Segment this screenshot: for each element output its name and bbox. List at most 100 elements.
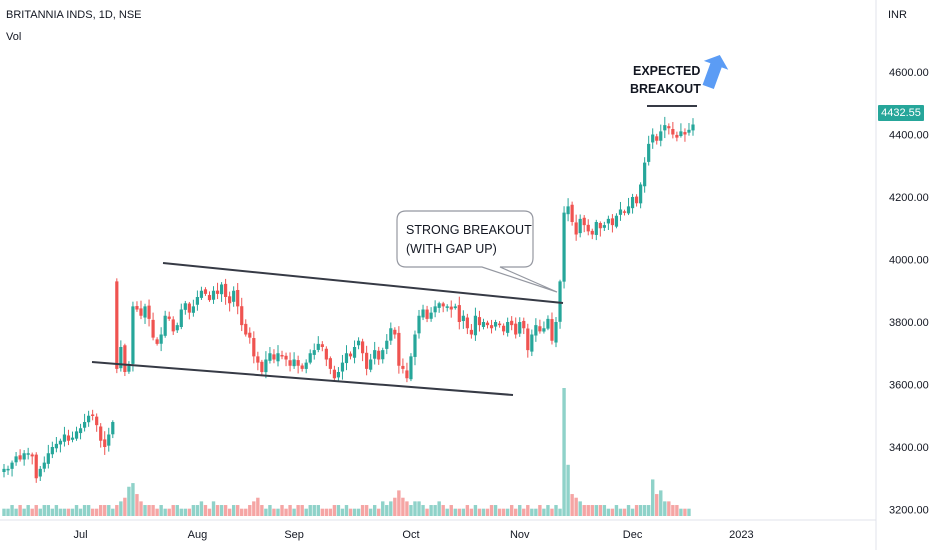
volume-bar: [497, 508, 502, 516]
candle: [389, 322, 393, 345]
volume-bar: [30, 508, 34, 516]
y-tick-label: 4400.00: [889, 130, 929, 142]
callout-line-2: (WITH GAP UP): [406, 242, 497, 256]
volume-bar: [401, 497, 405, 516]
volume-bar: [163, 508, 167, 516]
volume-bar: [534, 508, 538, 516]
candle: [280, 350, 284, 360]
candle: [284, 352, 288, 367]
volume-bar: [377, 508, 381, 516]
candle: [510, 316, 514, 331]
volume-bar: [328, 508, 333, 516]
candle: [663, 116, 667, 139]
candle: [361, 338, 365, 362]
currency-label: INR: [888, 9, 907, 21]
volume-bar: [66, 508, 71, 516]
candle: [26, 447, 30, 460]
x-tick-label: Jul: [74, 529, 88, 541]
volume-bar: [215, 505, 220, 516]
volume-bar: [175, 505, 179, 516]
upper-trendline[interactable]: [162, 262, 564, 304]
volume-bar: [240, 508, 244, 516]
candle: [312, 343, 316, 360]
candle: [228, 291, 232, 312]
candle: [497, 321, 502, 328]
candle: [348, 351, 353, 360]
volume-bar: [276, 508, 280, 516]
price-axis[interactable]: [0, 0, 877, 550]
volume-bar: [199, 501, 204, 516]
volume-bar: [393, 497, 397, 516]
volume-bar: [284, 508, 288, 516]
candle: [288, 352, 292, 372]
candle: [268, 347, 272, 364]
volume-bar: [461, 508, 466, 516]
candle: [522, 317, 526, 335]
breakout-callout: STRONG BREAKOUT (WITH GAP UP): [396, 210, 558, 293]
candle: [614, 213, 619, 229]
y-ticks: 3200.00 3400.00 3600.00 3800.00 4000.00 4200.…: [889, 67, 929, 517]
candle: [171, 316, 175, 335]
volume-bar: [465, 505, 470, 516]
volume-bar: [626, 505, 631, 516]
candle: [409, 353, 413, 382]
volume-bar: [610, 508, 615, 516]
trendlines: [91, 105, 697, 396]
volume-bar: [99, 505, 103, 516]
candle: [82, 413, 87, 432]
candle: [369, 353, 373, 373]
candle: [42, 456, 46, 473]
volume-bar: [219, 505, 224, 516]
volume-bar: [256, 497, 260, 516]
volume-bar: [187, 508, 192, 516]
candle: [107, 427, 111, 452]
volume-bar: [530, 508, 534, 516]
candle: [449, 300, 453, 318]
volume-bar: [54, 505, 59, 516]
candle: [602, 221, 606, 232]
volume-bar: [453, 508, 457, 516]
callout-line-1: STRONG BREAKOUT: [406, 223, 532, 237]
volume-bar: [38, 508, 42, 516]
candle: [232, 286, 236, 307]
volume-bar: [195, 505, 200, 516]
candle: [385, 334, 389, 355]
volume-bar: [542, 508, 546, 516]
candle: [344, 345, 349, 371]
expected-line-2: BREAKOUT: [630, 82, 701, 96]
candle: [586, 219, 590, 236]
volume-bar: [127, 486, 131, 516]
volume-bar: [671, 505, 675, 516]
candle: [199, 286, 204, 300]
volume-bar: [151, 505, 155, 516]
candle: [538, 319, 542, 334]
candle: [78, 423, 83, 440]
candle: [143, 303, 147, 324]
lower-trendline[interactable]: [91, 361, 514, 396]
volume-bar: [82, 505, 87, 516]
volume-bar: [191, 505, 196, 516]
candle: [514, 317, 518, 339]
candle: [417, 309, 421, 339]
up-arrow-icon[interactable]: [696, 51, 732, 92]
candle: [381, 347, 385, 364]
candle: [651, 128, 655, 149]
candle: [195, 290, 200, 311]
candle: [30, 452, 34, 465]
volume-bar: [679, 508, 683, 516]
volume-bar: [280, 505, 284, 516]
volume-bar: [514, 508, 518, 516]
volume-bar: [62, 508, 67, 516]
volume-bar: [22, 508, 26, 516]
volume-bar: [336, 505, 341, 516]
volume-bar: [18, 505, 22, 516]
candle: [187, 301, 191, 320]
x-tick-label: Oct: [402, 529, 419, 541]
candle: [87, 410, 91, 427]
volume-bar: [131, 483, 135, 516]
volume-bar: [437, 501, 441, 516]
candle: [256, 351, 260, 371]
candle: [18, 449, 22, 462]
